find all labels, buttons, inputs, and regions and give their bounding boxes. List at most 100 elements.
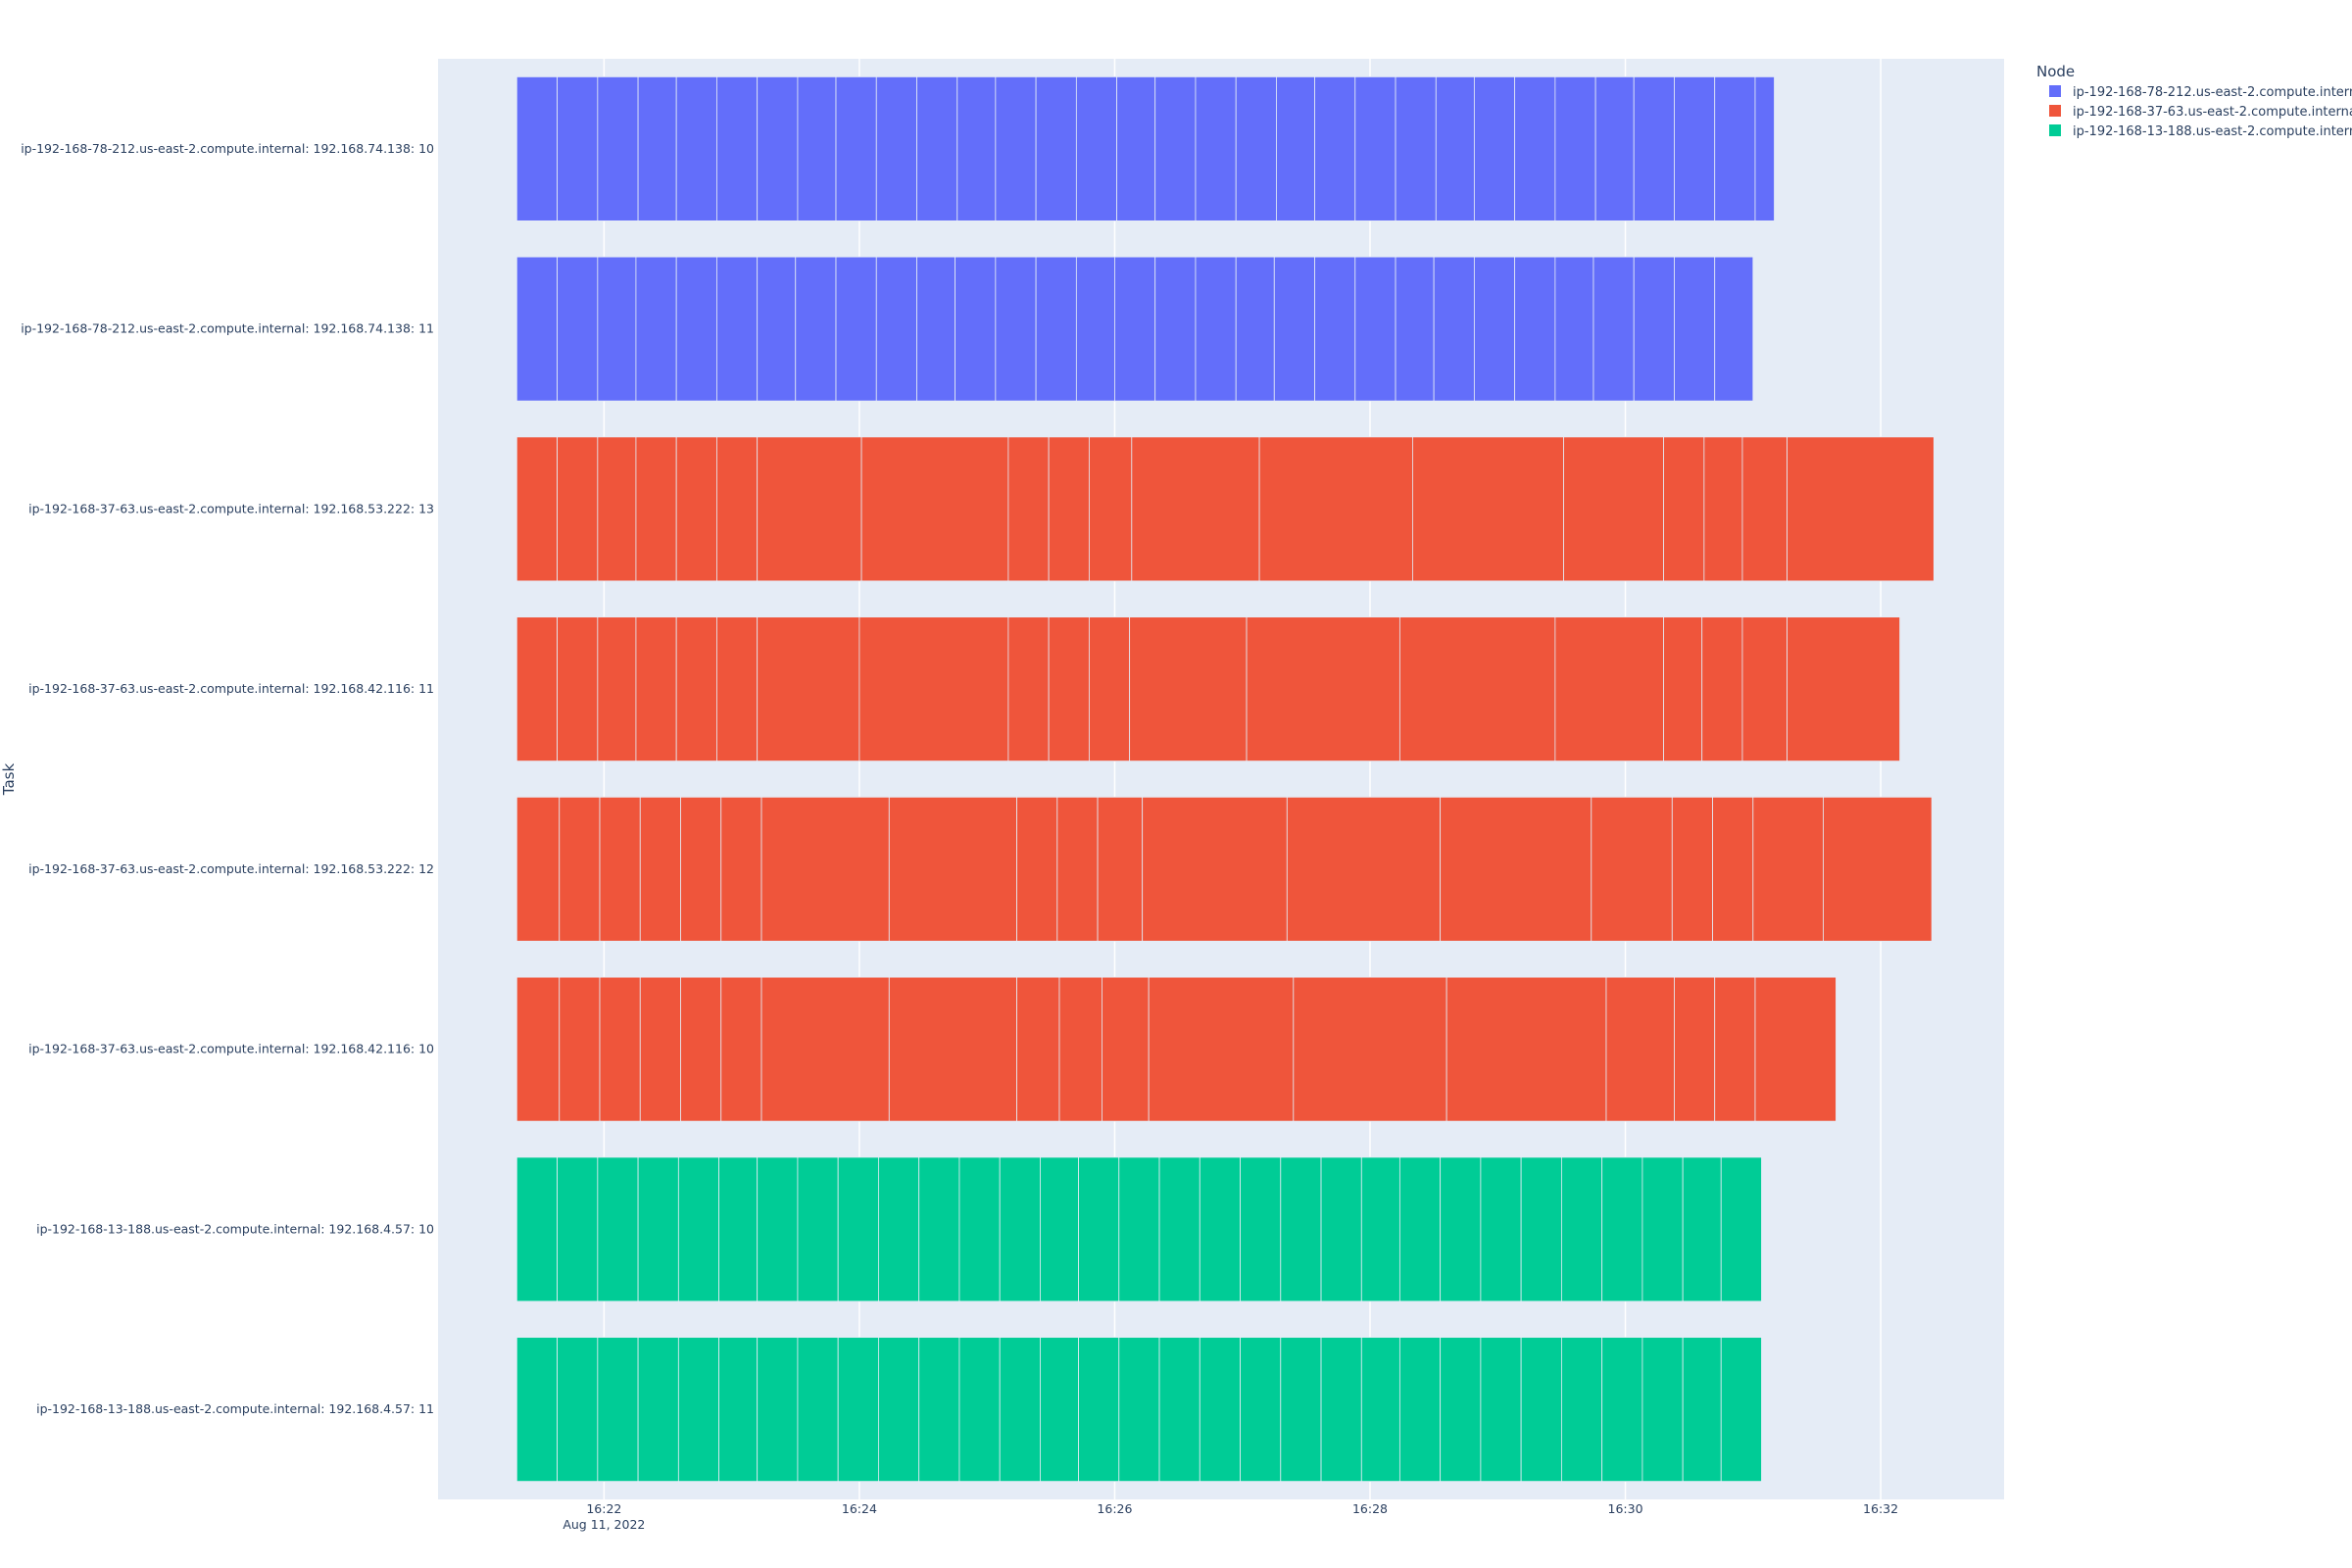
task-segment[interactable] (1663, 436, 1705, 582)
task-segment[interactable] (639, 976, 681, 1122)
task-segment[interactable] (1154, 75, 1197, 221)
task-segment[interactable] (1671, 796, 1713, 942)
task-segment[interactable] (716, 616, 759, 762)
task-segment[interactable] (720, 796, 762, 942)
task-segment[interactable] (637, 75, 677, 221)
legend-swatch[interactable] (2049, 85, 2061, 97)
task-segment[interactable] (1131, 436, 1260, 582)
task-segment[interactable] (1007, 616, 1050, 762)
task-segment[interactable] (797, 75, 837, 221)
task-segment[interactable] (1682, 1337, 1722, 1483)
task-segment[interactable] (1823, 796, 1933, 942)
task-segment[interactable] (1720, 1337, 1762, 1483)
task-segment[interactable] (1148, 976, 1295, 1122)
task-segment[interactable] (637, 1156, 679, 1302)
task-segment[interactable] (1360, 1337, 1400, 1483)
task-segment[interactable] (1258, 436, 1413, 582)
task-segment[interactable] (675, 616, 717, 762)
task-segment[interactable] (760, 796, 890, 942)
task-segment[interactable] (1314, 75, 1356, 221)
task-segment[interactable] (557, 1337, 599, 1483)
task-segment[interactable] (1199, 1156, 1241, 1302)
task-segment[interactable] (1118, 1337, 1160, 1483)
task-segment[interactable] (1088, 436, 1133, 582)
task-segment[interactable] (1642, 1337, 1684, 1483)
task-segment[interactable] (1398, 1337, 1442, 1483)
task-segment[interactable] (515, 256, 558, 402)
task-segment[interactable] (716, 75, 759, 221)
task-segment[interactable] (1633, 75, 1675, 221)
task-segment[interactable] (1591, 796, 1673, 942)
task-segment[interactable] (635, 436, 677, 582)
task-segment[interactable] (677, 1337, 719, 1483)
task-segment[interactable] (1240, 1337, 1282, 1483)
task-segment[interactable] (918, 1156, 960, 1302)
task-segment[interactable] (1642, 1156, 1684, 1302)
task-segment[interactable] (1097, 796, 1144, 942)
task-segment[interactable] (1078, 1156, 1120, 1302)
task-segment[interactable] (1712, 796, 1754, 942)
task-segment[interactable] (1663, 616, 1703, 762)
task-segment[interactable] (639, 796, 681, 942)
task-segment[interactable] (1286, 796, 1442, 942)
task-segment[interactable] (597, 256, 637, 402)
task-segment[interactable] (597, 1156, 639, 1302)
task-segment[interactable] (677, 1156, 719, 1302)
task-segment[interactable] (515, 436, 558, 582)
task-segment[interactable] (1674, 976, 1716, 1122)
task-segment[interactable] (1102, 976, 1150, 1122)
task-segment[interactable] (515, 1156, 558, 1302)
task-segment[interactable] (1433, 256, 1475, 402)
task-segment[interactable] (1075, 75, 1118, 221)
task-segment[interactable] (1440, 796, 1592, 942)
task-segment[interactable] (1480, 1156, 1522, 1302)
task-segment[interactable] (597, 616, 637, 762)
task-segment[interactable] (837, 1156, 879, 1302)
legend-swatch[interactable] (2049, 124, 2061, 136)
task-segment[interactable] (1605, 976, 1675, 1122)
task-segment[interactable] (1674, 75, 1716, 221)
task-segment[interactable] (1058, 976, 1102, 1122)
task-segment[interactable] (797, 1337, 839, 1483)
task-segment[interactable] (1195, 75, 1237, 221)
task-segment[interactable] (1440, 1337, 1482, 1483)
task-segment[interactable] (557, 1156, 599, 1302)
task-segment[interactable] (597, 1337, 639, 1483)
task-segment[interactable] (1035, 75, 1077, 221)
task-segment[interactable] (1395, 75, 1437, 221)
task-segment[interactable] (858, 616, 1009, 762)
task-segment[interactable] (757, 1156, 799, 1302)
task-segment[interactable] (1520, 1156, 1562, 1302)
task-segment[interactable] (1354, 256, 1396, 402)
task-segment[interactable] (1473, 256, 1516, 402)
task-segment[interactable] (757, 616, 860, 762)
task-segment[interactable] (835, 75, 877, 221)
task-segment[interactable] (635, 616, 677, 762)
task-segment[interactable] (1714, 256, 1754, 402)
task-segment[interactable] (757, 1337, 799, 1483)
task-segment[interactable] (1040, 1337, 1079, 1483)
task-segment[interactable] (1158, 1337, 1200, 1483)
task-segment[interactable] (1040, 1156, 1079, 1302)
task-segment[interactable] (557, 75, 599, 221)
legend-item-label[interactable]: ip-192-168-37-63.us-east-2.compute.inter… (2073, 105, 2352, 120)
task-segment[interactable] (1701, 616, 1743, 762)
task-segment[interactable] (1273, 256, 1315, 402)
task-segment[interactable] (1754, 75, 1775, 221)
task-segment[interactable] (1276, 75, 1315, 221)
task-segment[interactable] (557, 436, 599, 582)
legend-swatch[interactable] (2049, 105, 2061, 117)
task-segment[interactable] (995, 256, 1037, 402)
task-segment[interactable] (795, 256, 837, 402)
task-segment[interactable] (1118, 1156, 1160, 1302)
task-segment[interactable] (1752, 796, 1824, 942)
task-segment[interactable] (557, 256, 599, 402)
task-segment[interactable] (559, 976, 601, 1122)
task-segment[interactable] (1114, 256, 1156, 402)
task-segment[interactable] (1354, 75, 1396, 221)
task-segment[interactable] (680, 976, 722, 1122)
task-segment[interactable] (1048, 616, 1090, 762)
task-segment[interactable] (599, 796, 641, 942)
task-segment[interactable] (1240, 1156, 1282, 1302)
task-segment[interactable] (1075, 256, 1115, 402)
